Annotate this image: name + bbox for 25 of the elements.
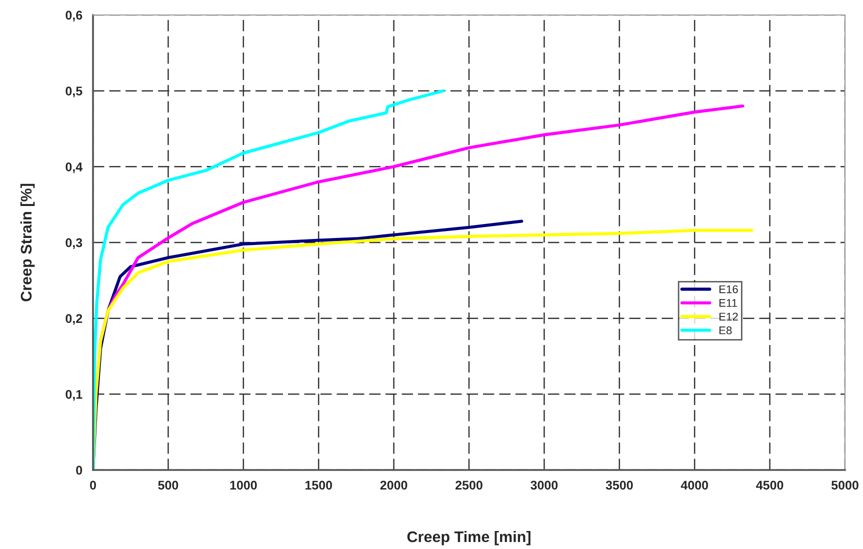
y-tick-label: 0,3 bbox=[66, 238, 82, 249]
x-tick-label: 0 bbox=[90, 480, 96, 490]
y-axis-title: Creep Strain [%] bbox=[20, 184, 35, 302]
x-axis-title: Creep Time [min] bbox=[407, 530, 530, 546]
y-tick-label: 0 bbox=[76, 466, 82, 475]
y-tick-label: 0,4 bbox=[66, 162, 83, 174]
line-series bbox=[93, 89, 445, 470]
x-tick-label: 5000 bbox=[831, 480, 858, 490]
y-tick-label: 0,1 bbox=[66, 390, 82, 401]
x-tick-label: 1000 bbox=[230, 480, 257, 490]
x-tick-label: 4500 bbox=[756, 480, 784, 490]
x-tick-label: 500 bbox=[158, 480, 178, 490]
legend-label: E11 bbox=[719, 299, 737, 307]
x-tick-label: 4000 bbox=[680, 480, 708, 490]
legend-label: E12 bbox=[719, 312, 738, 320]
x-tick-label: 2500 bbox=[456, 480, 482, 490]
x-tick-label: 2000 bbox=[380, 480, 408, 490]
legend-label: E16 bbox=[719, 285, 738, 294]
x-tick-label: 3500 bbox=[606, 480, 633, 490]
y-tick-label: 0,2 bbox=[66, 314, 82, 325]
x-tick-label: 3000 bbox=[530, 480, 558, 490]
y-tick-label: 0,6 bbox=[66, 10, 82, 22]
legend-label: E8 bbox=[719, 326, 732, 334]
y-tick-label: 0,5 bbox=[66, 86, 82, 98]
x-tick-label: 1500 bbox=[305, 480, 332, 490]
